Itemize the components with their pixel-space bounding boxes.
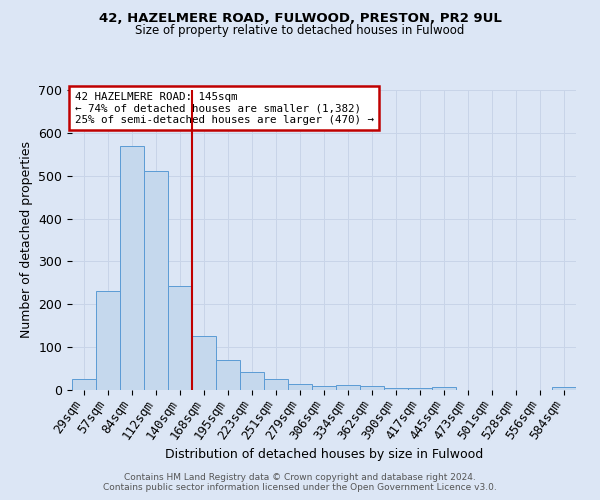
Bar — [384, 388, 408, 390]
Bar — [552, 387, 576, 390]
Bar — [96, 292, 120, 390]
Bar — [216, 360, 240, 390]
Text: Size of property relative to detached houses in Fulwood: Size of property relative to detached ho… — [136, 24, 464, 37]
Bar — [432, 386, 456, 390]
Bar — [192, 336, 216, 390]
Bar — [360, 386, 384, 390]
Bar — [144, 172, 168, 390]
Bar — [72, 380, 96, 390]
Bar — [408, 388, 432, 390]
Bar — [288, 384, 312, 390]
Bar — [120, 146, 144, 390]
Bar — [312, 386, 336, 390]
Y-axis label: Number of detached properties: Number of detached properties — [20, 142, 33, 338]
Bar — [240, 372, 264, 390]
Bar — [168, 286, 192, 390]
Bar — [264, 379, 288, 390]
Bar — [336, 386, 360, 390]
X-axis label: Distribution of detached houses by size in Fulwood: Distribution of detached houses by size … — [165, 448, 483, 460]
Text: Contains HM Land Registry data © Crown copyright and database right 2024.
Contai: Contains HM Land Registry data © Crown c… — [103, 473, 497, 492]
Text: 42 HAZELMERE ROAD: 145sqm
← 74% of detached houses are smaller (1,382)
25% of se: 42 HAZELMERE ROAD: 145sqm ← 74% of detac… — [74, 92, 374, 124]
Text: 42, HAZELMERE ROAD, FULWOOD, PRESTON, PR2 9UL: 42, HAZELMERE ROAD, FULWOOD, PRESTON, PR… — [98, 12, 502, 26]
